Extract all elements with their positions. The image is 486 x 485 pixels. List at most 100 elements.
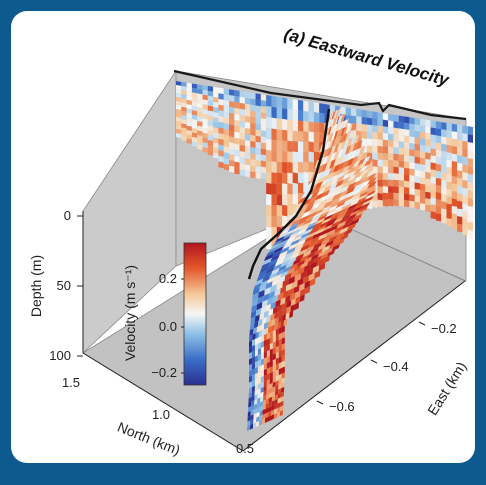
heatmap-cell	[279, 228, 290, 236]
heatmap-cell	[451, 161, 458, 170]
heatmap-cell	[257, 365, 261, 373]
heatmap-cell	[266, 349, 270, 358]
heatmap-cell	[299, 215, 309, 223]
heatmap-cell	[351, 115, 357, 124]
heatmap-cell	[325, 160, 332, 171]
heatmap-cell	[335, 238, 345, 246]
heatmap-cell	[330, 178, 339, 186]
heatmap-cell	[218, 138, 224, 146]
heatmap-cell	[258, 330, 263, 338]
heatmap-cell	[334, 225, 344, 234]
heatmap-cell	[268, 401, 272, 408]
heatmap-cell	[234, 167, 240, 175]
heatmap-cell	[419, 203, 426, 211]
heatmap-cell	[441, 122, 447, 131]
heatmap-cell	[366, 138, 373, 147]
heatmap-cell	[393, 127, 399, 135]
heatmap-cell	[286, 306, 291, 314]
heatmap-cell	[260, 340, 264, 349]
heatmap-cell	[462, 156, 468, 166]
heatmap-cell	[313, 255, 322, 263]
heatmap-cell	[342, 119, 348, 129]
heatmap-cell	[308, 141, 314, 153]
heatmap-cell	[300, 261, 309, 269]
heatmap-cell	[430, 190, 436, 199]
heatmap-cell	[300, 231, 311, 239]
heatmap-cell	[268, 396, 273, 403]
heatmap-cell	[313, 241, 323, 250]
heatmap-cell	[282, 172, 288, 185]
heatmap-cell	[181, 90, 187, 96]
heatmap-cell	[332, 169, 341, 178]
heatmap-cell	[197, 135, 203, 141]
heatmap-cell	[467, 166, 473, 175]
heatmap-cell	[255, 308, 262, 317]
heatmap-cell	[287, 98, 293, 110]
heatmap-cell	[462, 211, 468, 220]
heatmap-cell	[267, 262, 277, 271]
heatmap-cell	[319, 122, 325, 133]
heatmap-cell	[281, 343, 285, 351]
heatmap-cell	[257, 377, 261, 385]
heatmap-cell	[197, 111, 203, 118]
heatmap-cell	[314, 172, 322, 182]
heatmap-cell	[261, 328, 266, 337]
heatmap-cell	[329, 152, 336, 162]
heatmap-cell	[255, 117, 261, 125]
heatmap-cell	[462, 164, 468, 174]
heatmap-cell	[435, 213, 442, 222]
colorbar	[183, 242, 207, 386]
heatmap-cell	[354, 147, 362, 158]
heatmap-cell	[288, 232, 300, 240]
heatmap-cell	[329, 112, 333, 121]
heatmap-cell	[304, 224, 316, 232]
heatmap-cell	[257, 392, 261, 399]
heatmap-cell	[275, 242, 287, 250]
heatmap-cell	[425, 172, 431, 180]
heatmap-cell	[274, 259, 284, 267]
heatmap-cell	[176, 89, 182, 94]
heatmap-cell	[255, 141, 261, 149]
heatmap-cell	[446, 144, 452, 154]
heatmap-cell	[181, 115, 187, 121]
heatmap-cell	[260, 381, 264, 389]
heatmap-cell	[197, 144, 203, 150]
heatmap-cell	[254, 372, 258, 380]
heatmap-cell	[467, 142, 473, 151]
heatmap-cell	[213, 112, 219, 119]
heatmap-cell	[358, 145, 366, 156]
heatmap-cell	[250, 122, 256, 130]
heatmap-cell	[218, 161, 224, 169]
heatmap-cell	[404, 122, 410, 131]
heatmap-cell	[202, 123, 208, 129]
heatmap-cell	[191, 119, 198, 125]
heatmap-cell	[213, 127, 219, 134]
heatmap-cell	[382, 119, 389, 128]
heatmap-cell	[377, 172, 383, 181]
heatmap-cell	[323, 233, 333, 242]
heatmap-cell	[441, 165, 447, 174]
heatmap-cell	[255, 172, 261, 180]
heatmap-cell	[251, 350, 255, 358]
heatmap-cell	[186, 104, 192, 110]
heatmap-cell	[260, 106, 267, 114]
heatmap-cell	[272, 306, 278, 315]
heatmap-cell	[284, 221, 294, 229]
heatmap-cell	[332, 236, 342, 245]
heatmap-cell	[266, 204, 272, 217]
heatmap-cell	[276, 204, 283, 217]
heatmap-cell	[359, 164, 369, 173]
heatmap-cell	[331, 124, 336, 134]
heatmap-cell	[250, 165, 256, 173]
heatmap-cell	[299, 282, 305, 292]
heatmap-cell	[253, 417, 257, 424]
heatmap-cell	[414, 201, 420, 210]
heatmap-cell	[251, 368, 255, 376]
heatmap-cell	[269, 331, 273, 339]
heatmap-cell	[218, 116, 224, 123]
heatmap-cell	[186, 99, 192, 106]
heatmap-cell	[278, 239, 289, 247]
heatmap-cell	[278, 250, 288, 259]
heatmap-cell	[254, 337, 258, 345]
heatmap-cell	[186, 91, 192, 97]
